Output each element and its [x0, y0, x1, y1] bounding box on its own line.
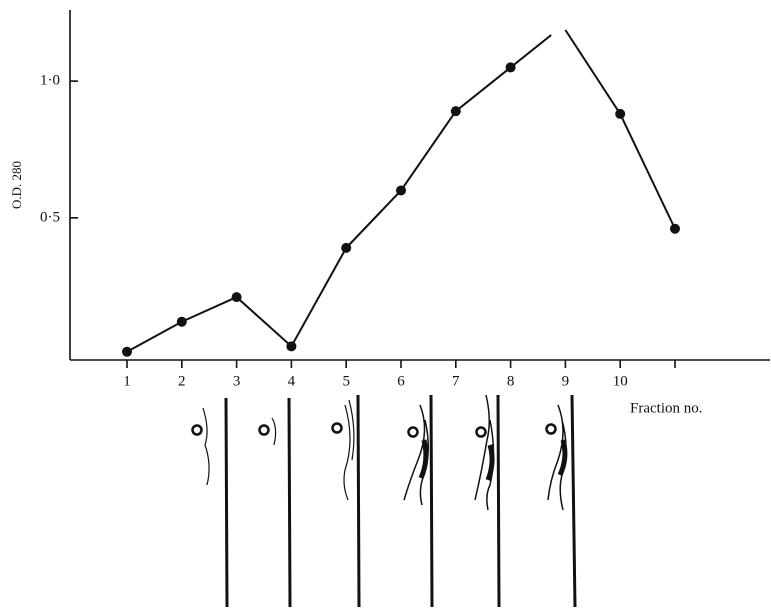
- gel-panel: [260, 398, 291, 607]
- y-tick-label: 0·5: [40, 209, 60, 225]
- x-tick-label: 4: [288, 373, 296, 389]
- gel-drawings: [193, 395, 576, 607]
- gel-panel: [404, 395, 432, 607]
- y-axis-label: O.D. 280: [9, 161, 24, 209]
- x-tick-label: 2: [178, 373, 186, 389]
- x-tick-label: 3: [233, 373, 241, 389]
- data-line: [620, 114, 675, 229]
- data-point: [122, 347, 132, 357]
- off-scale-line: [565, 30, 620, 114]
- data-point: [177, 317, 187, 327]
- data-point: [670, 224, 680, 234]
- data-point: [615, 109, 625, 119]
- data-point: [286, 341, 296, 351]
- data-point: [396, 185, 406, 195]
- gel-panel: [547, 395, 576, 607]
- y-tick-label: 1·0: [40, 73, 60, 89]
- x-tick-label: 5: [342, 373, 350, 389]
- gel-panel: [333, 395, 360, 607]
- page: {"chart_data": {"type": "line", "y_label…: [0, 0, 771, 610]
- x-tick-label: 8: [507, 373, 515, 389]
- gel-panel: [193, 398, 228, 607]
- data-point: [506, 62, 516, 72]
- chart: O.D. 280 Fraction no.: [0, 0, 771, 610]
- x-tick-label: 6: [397, 373, 405, 389]
- x-tick-label: 10: [613, 373, 628, 389]
- data-point: [341, 243, 351, 253]
- data-point: [451, 106, 461, 116]
- x-axis-label: Fraction no.: [630, 400, 703, 416]
- x-tick-label: 1: [123, 373, 131, 389]
- data-point: [232, 292, 242, 302]
- off-scale-line: [511, 35, 552, 67]
- x-tick-label: 9: [562, 373, 570, 389]
- gel-panel: [475, 395, 499, 607]
- x-tick-label: 7: [452, 373, 460, 389]
